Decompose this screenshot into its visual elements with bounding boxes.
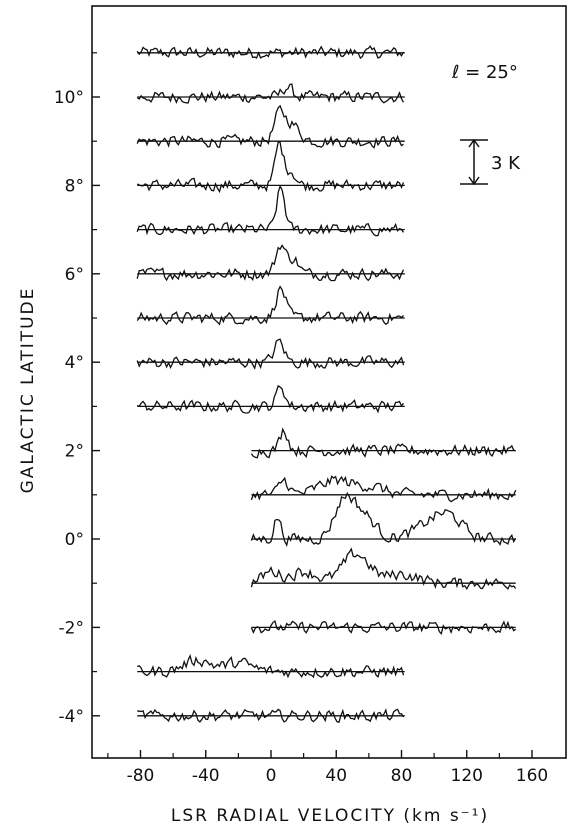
spectrum-line: [136, 45, 405, 60]
y-tick-label: -2°: [59, 618, 84, 638]
scale-bar: [460, 138, 488, 186]
spectrum-line: [137, 708, 405, 724]
spectra-group: [136, 45, 517, 724]
spectrum-line: [250, 427, 516, 459]
y-axis-title: GALACTIC LATITUDE: [18, 287, 38, 494]
y-tick-label: 0°: [65, 530, 84, 550]
spectrum-line: [250, 547, 517, 591]
spectrum-line: [136, 285, 404, 326]
y-tick-label: 8°: [65, 176, 84, 196]
y-ticks: -4° -2° 0° 2° 4° 6° 8° 10°: [54, 52, 100, 727]
y-tick-label: -4°: [59, 707, 84, 727]
spectrum-line: [250, 475, 517, 503]
x-tick-label: 160: [516, 766, 548, 786]
x-tick-label: 0: [266, 766, 277, 786]
spectrum-line: [250, 491, 517, 547]
x-ticks: -80 -40 0 40 80 120 160: [107, 750, 548, 786]
x-tick-label: -80: [127, 766, 155, 786]
y-tick-label: 2°: [65, 442, 84, 462]
plot-frame: [91, 5, 567, 759]
spectrum-line: [136, 384, 405, 414]
spectrum-line: [136, 338, 405, 370]
x-tick-label: 120: [451, 766, 483, 786]
x-tick-label: 40: [325, 766, 347, 786]
spectrum-line: [250, 620, 517, 636]
x-tick-label: 80: [391, 766, 413, 786]
spectrum-line: [136, 184, 405, 237]
spectrum-line: [136, 104, 404, 149]
y-tick-label: 6°: [65, 265, 84, 285]
longitude-label: ℓ = 25°: [451, 62, 518, 83]
scale-bar-label: 3 K: [491, 153, 521, 174]
x-tick-label: -40: [192, 766, 220, 786]
y-tick-label: 10°: [54, 88, 84, 108]
x-axis-title: LSR RADIAL VELOCITY (km s⁻¹): [171, 806, 489, 826]
spectrum-line: [136, 83, 405, 104]
spectrum-line: [136, 141, 405, 194]
spectrum-line: [136, 244, 405, 282]
spectrum-line: [136, 653, 405, 679]
y-tick-label: 4°: [65, 353, 84, 373]
